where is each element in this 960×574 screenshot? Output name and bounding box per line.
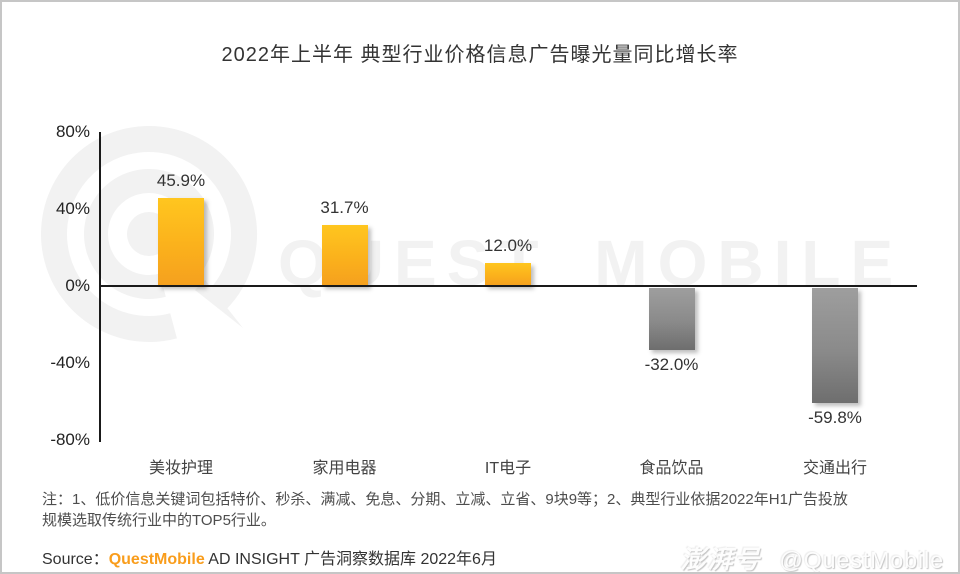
bar-2 [321, 224, 368, 286]
questmobile-logo-watermark [27, 112, 277, 367]
footnote-line-2: 规模选取传统行业中的TOP5行业。 [42, 512, 276, 529]
footnote-line-1: 注：1、低价信息关键词包括特价、秒杀、满减、免息、分期、立减、立省、9块9等；2… [42, 491, 848, 508]
footnote: 注：1、低价信息关键词包括特价、秒杀、满减、免息、分期、立减、立省、9块9等；2… [42, 489, 942, 531]
y-axis-tick-label: 0% [65, 276, 90, 295]
category-label: 食品饮品 [639, 460, 704, 477]
zero-baseline [99, 285, 917, 287]
platform-watermark: 澎湃号 @QuestMobile [680, 540, 944, 574]
platform-handle: @QuestMobile [779, 547, 944, 573]
category-label: 美妆护理 [148, 460, 213, 477]
y-axis-tick-label: 80% [55, 122, 90, 141]
value-label: 45.9% [156, 170, 206, 190]
bar-3 [485, 262, 531, 286]
y-axis-tick-label: 40% [55, 199, 90, 218]
source-label: Source： [42, 551, 109, 568]
platform-logo-text: 澎湃号 [680, 546, 762, 574]
category-label: 家用电器 [312, 460, 377, 477]
questmobile-text-watermark: QUEST MOBILE [278, 227, 904, 299]
category-label: 交通出行 [802, 460, 867, 477]
bar-5 [812, 288, 858, 404]
category-label: IT电子 [484, 460, 532, 477]
bar-1 [158, 197, 204, 286]
value-label: -59.8% [808, 408, 862, 428]
value-label: -32.0% [644, 354, 699, 374]
source-brand: QuestMobile [108, 551, 205, 568]
y-axis-line [99, 132, 101, 442]
bar-4 [648, 288, 695, 350]
chart-title: 2022年上半年 典型行业价格信息广告曝光量同比增长率 [221, 44, 739, 66]
source-line: Source：QuestMobile AD INSIGHT 广告洞察数据库 20… [42, 545, 497, 569]
source-rest: AD INSIGHT 广告洞察数据库 2022年6月 [204, 551, 497, 568]
value-label: 31.7% [320, 197, 369, 217]
y-axis-tick-label: -40% [50, 353, 90, 372]
value-label: 12.0% [483, 235, 533, 255]
y-axis-tick-label: -80% [50, 430, 90, 449]
